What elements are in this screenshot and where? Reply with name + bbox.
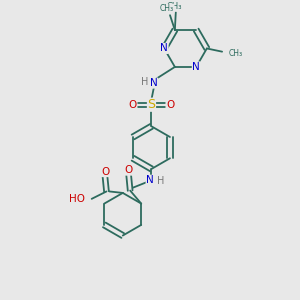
Text: O: O <box>101 167 109 177</box>
Text: N: N <box>160 44 168 53</box>
Text: CH₃: CH₃ <box>160 4 174 13</box>
Text: O: O <box>166 100 174 110</box>
Text: N: N <box>146 175 154 185</box>
Text: CH₃: CH₃ <box>167 2 182 11</box>
Text: O: O <box>124 165 133 175</box>
Text: N: N <box>150 78 158 88</box>
Text: S: S <box>148 98 155 111</box>
Text: CH₃: CH₃ <box>229 49 243 58</box>
Text: H: H <box>141 76 149 87</box>
Text: N: N <box>192 62 200 72</box>
Text: H: H <box>157 176 164 186</box>
Text: HO: HO <box>69 194 85 204</box>
Text: O: O <box>129 100 137 110</box>
